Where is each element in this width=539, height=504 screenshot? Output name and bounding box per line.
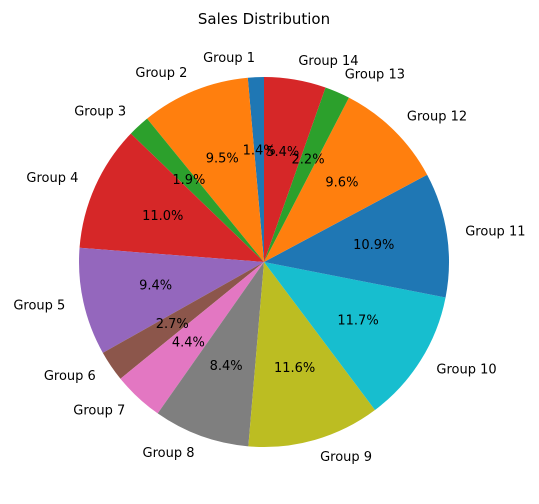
pct-label-group-1: 1.4% — [243, 144, 276, 159]
pie-slice-group-12 — [264, 97, 428, 263]
pie-slice-group-5 — [79, 247, 264, 353]
pct-label-group-9: 11.6% — [274, 361, 315, 376]
pie-slice-group-6 — [102, 262, 265, 379]
pct-label-group-2: 9.5% — [206, 152, 239, 167]
pie-slice-group-4 — [79, 133, 264, 262]
slice-label-group-7: Group 7 — [73, 403, 125, 418]
pie-slice-group-9 — [248, 262, 375, 447]
pie-slice-group-7 — [120, 262, 265, 414]
pie-slice-group-2 — [147, 77, 264, 262]
slice-label-group-12: Group 12 — [407, 110, 467, 125]
slice-label-group-2: Group 2 — [135, 66, 187, 81]
pct-label-group-10: 11.7% — [337, 313, 378, 328]
pct-label-group-14: 5.4% — [266, 145, 299, 160]
slice-label-group-8: Group 8 — [143, 446, 195, 461]
slice-label-group-6: Group 6 — [44, 369, 96, 384]
pie-slice-group-1 — [247, 77, 264, 262]
pie-slice-group-14 — [264, 77, 326, 262]
pct-label-group-12: 9.6% — [325, 175, 358, 190]
pct-label-group-6: 2.7% — [156, 317, 189, 332]
slice-label-group-10: Group 10 — [436, 363, 496, 378]
pct-label-group-5: 9.4% — [139, 279, 172, 294]
pie-slice-group-3 — [130, 118, 264, 262]
slice-label-group-11: Group 11 — [465, 224, 525, 239]
pie-slice-group-11 — [264, 174, 449, 298]
pct-label-group-13: 2.2% — [292, 153, 325, 168]
pct-label-group-3: 1.9% — [172, 173, 205, 188]
pct-label-group-7: 4.4% — [172, 336, 205, 351]
pct-label-group-11: 10.9% — [353, 238, 394, 253]
percentage-labels: 1.4% 9.5%1.9% 11.0% 9.4% 2.7% 4.4% 8.4% 11.6% 11… — [139, 144, 394, 377]
pie-slices — [79, 77, 449, 447]
slice-label-group-3: Group 3 — [74, 105, 126, 120]
pie-slice-group-8 — [157, 262, 264, 447]
slice-label-group-1: Group 1 — [203, 51, 255, 66]
pie-slice-group-13 — [264, 87, 349, 262]
slice-label-group-4: Group 4 — [26, 171, 78, 186]
slice-label-group-13: Group 13 — [345, 68, 405, 83]
pct-label-group-8: 8.4% — [210, 359, 243, 374]
slice-label-group-14: Group 14 — [298, 54, 358, 69]
slice-labels: Group 1 Group 2 Group 3 Group 4 Group 5 Group… — [13, 51, 525, 465]
pct-label-group-4: 11.0% — [142, 209, 183, 224]
pie-slice-group-10 — [264, 262, 446, 411]
slice-label-group-9: Group 9 — [320, 450, 372, 465]
chart-title: Sales Distribution — [198, 10, 330, 28]
slice-label-group-5: Group 5 — [13, 299, 65, 314]
